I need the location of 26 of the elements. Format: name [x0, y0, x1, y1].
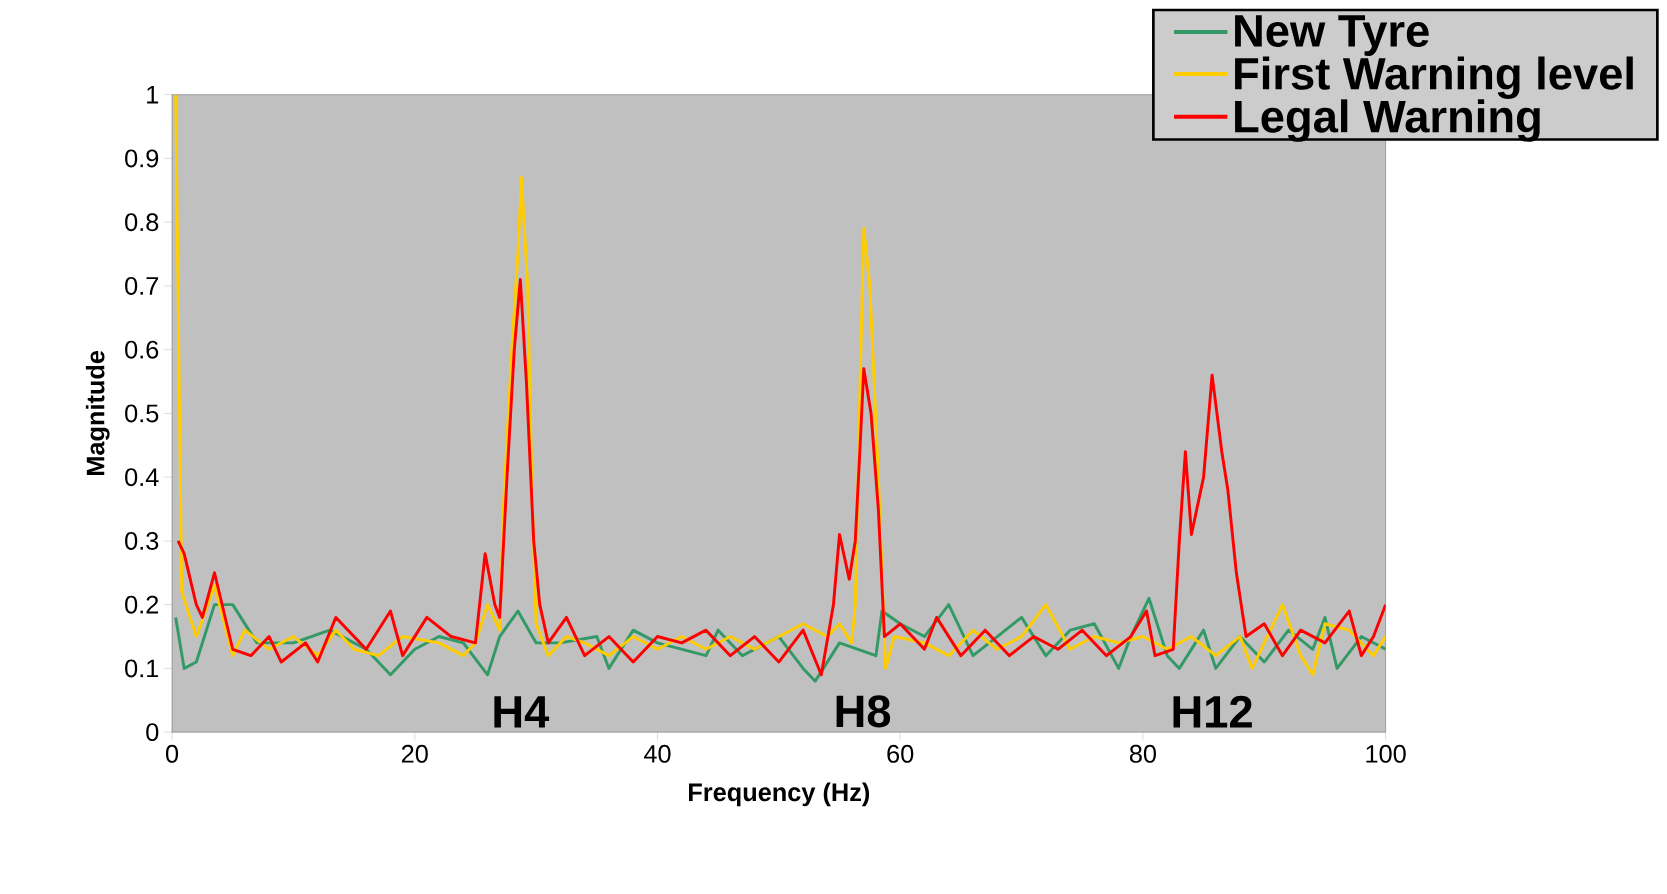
y-tick-label: 0.5 — [125, 404, 159, 423]
x-tick-label: 0 — [165, 745, 179, 764]
x-tick-label: 80 — [1129, 745, 1156, 764]
x-tick-label: 40 — [643, 745, 671, 764]
y-tick-label: 0.6 — [125, 340, 159, 359]
y-tick-label: 0 — [146, 723, 159, 742]
y-tick-label: 1 — [147, 86, 159, 104]
annotation: H12 — [1173, 696, 1252, 728]
x-tick-label: 100 — [1366, 745, 1406, 764]
y-tick-label: 0.1 — [125, 659, 159, 678]
annotation: H8 — [836, 695, 891, 728]
y-tick-label: 0.3 — [125, 532, 159, 551]
line-series — [176, 278, 1386, 677]
y-tick-label: 0.4 — [125, 468, 159, 487]
y-tick-label: 0.7 — [125, 277, 159, 296]
y-axis-title: Magnitude — [85, 351, 110, 476]
y-tick-label: 0.9 — [125, 149, 159, 168]
legend-label: Legal Warning — [1235, 99, 1540, 143]
x-tick-label: 60 — [887, 745, 914, 764]
legend-label: New Tyre — [1235, 15, 1429, 57]
legend-label: First Warning level — [1235, 56, 1633, 100]
annotation: H4 — [494, 696, 550, 728]
y-tick-label: 0.8 — [125, 213, 159, 232]
y-tick-label: 0.2 — [125, 595, 159, 614]
x-axis-title: Frequency (Hz) — [689, 782, 870, 807]
x-tick-label: 20 — [401, 745, 428, 764]
